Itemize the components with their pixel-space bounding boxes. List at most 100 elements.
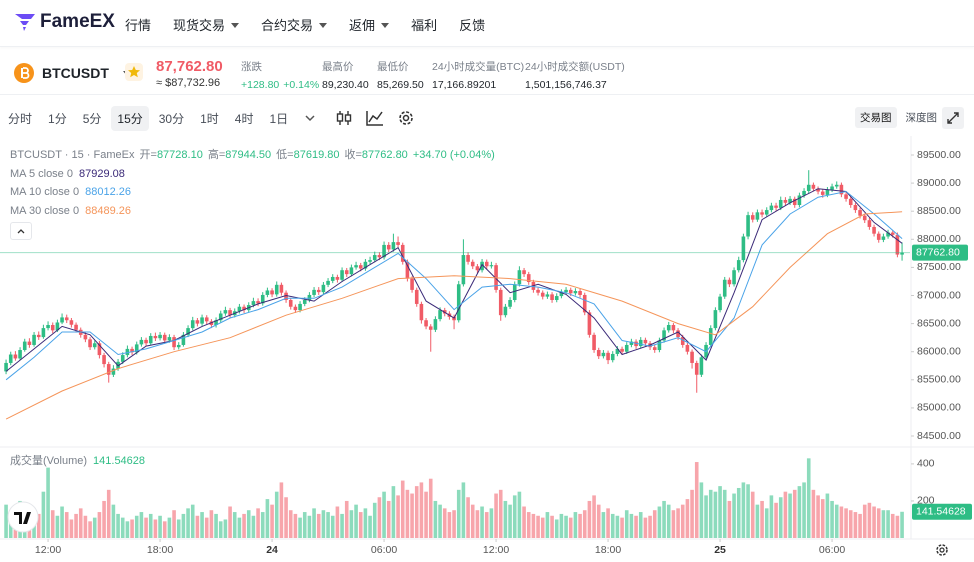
x-tick-label: 25: [714, 544, 726, 556]
volume-bar: [573, 512, 578, 538]
candle-body: [125, 348, 130, 356]
interval[interactable]: 30分: [158, 112, 185, 126]
volume-bar: [517, 491, 522, 538]
candle-body: [694, 362, 699, 375]
view-tab[interactable]: 深度图: [905, 112, 938, 124]
volume-tick-label: 400: [917, 458, 935, 470]
stat-number: 89,230.40: [322, 79, 369, 91]
candle-body: [228, 310, 232, 316]
candle-body: [260, 294, 265, 304]
candle-body: [890, 232, 895, 235]
candle-body: [270, 290, 274, 295]
volume-bar: [88, 521, 92, 538]
candle-body: [18, 350, 22, 359]
volume-bar: [540, 517, 545, 538]
candle-body: [732, 270, 736, 285]
volume-bar: [176, 519, 181, 538]
volume-bar: [414, 486, 419, 538]
symbol-selector[interactable]: BTCUSDT: [14, 63, 131, 83]
nav-item[interactable]: 行情: [125, 18, 152, 33]
interval[interactable]: 分时: [8, 112, 33, 126]
nav-item[interactable]: 现货交易: [173, 15, 239, 34]
interval[interactable]: 1时: [200, 112, 219, 126]
candle-body: [223, 310, 228, 314]
candle-body: [671, 325, 676, 331]
volume-bar: [41, 491, 46, 538]
ma-name: MA 10 close 0: [10, 186, 80, 198]
volume-bar: [680, 504, 685, 538]
symbol: BTCUSDT: [42, 65, 109, 81]
stat-number: +128.80: [241, 79, 280, 91]
volume-bar: [260, 512, 265, 538]
candle-body: [372, 255, 377, 261]
volume-bar: [676, 508, 680, 538]
logo[interactable]: FameEX: [14, 11, 115, 33]
stat-label: 最低价: [377, 61, 409, 73]
interval[interactable]: 1日: [269, 112, 289, 126]
volume-bar: [125, 521, 130, 538]
legend-line: BTCUSDT · 15 · FameEx 开=87728.10 高=87944.5…: [10, 146, 495, 165]
stat-value: 89,230.40: [322, 79, 369, 91]
candle-body: [816, 188, 820, 192]
volume-bar: [228, 506, 232, 538]
candle-body: [106, 364, 111, 375]
candle-body: [83, 334, 88, 340]
chevron-icon[interactable]: [300, 108, 320, 128]
tv-badge[interactable]: [7, 501, 39, 533]
candle-body: [307, 294, 312, 301]
volume-bar: [466, 497, 470, 538]
volume-bar: [774, 502, 778, 538]
volume-bar: [344, 500, 349, 538]
x-tick-label: 24: [266, 544, 278, 556]
nav-item[interactable]: 返佣: [349, 15, 389, 34]
nav-item[interactable]: 福利: [411, 18, 438, 33]
volume-bar: [666, 504, 671, 538]
interval[interactable]: 1分: [48, 112, 67, 126]
candle-body: [204, 317, 209, 322]
volume-bar: [64, 512, 69, 538]
volume-bar: [494, 493, 498, 538]
view-tab[interactable]: 交易图: [855, 107, 897, 128]
volume-bar: [713, 491, 718, 538]
volume-bar: [340, 513, 344, 538]
nav-item[interactable]: 合约交易: [261, 15, 327, 34]
indicator-icon[interactable]: [365, 108, 385, 128]
star-icon: [128, 66, 140, 78]
x-tick-label: 06:00: [371, 544, 397, 556]
candle-body: [344, 270, 349, 275]
volume-bar: [806, 458, 811, 538]
volume-bar: [704, 495, 708, 538]
volume-bar: [330, 515, 335, 538]
volume-bar: [727, 500, 732, 538]
volume-bar: [144, 517, 148, 538]
candle-type-icon[interactable]: [334, 108, 354, 128]
volume-bar: [130, 519, 134, 538]
candle-body: [358, 265, 363, 269]
ma-legend: MA 10 close 0 88012.26: [10, 183, 495, 202]
volume-bar: [232, 512, 237, 538]
settings-icon[interactable]: [396, 108, 416, 128]
y-tick-label: 89500.00: [917, 149, 961, 161]
candle-body: [181, 334, 186, 345]
candle-body: [41, 328, 46, 338]
favorite-button[interactable]: [125, 63, 143, 81]
candle-body: [354, 265, 358, 268]
axis-settings[interactable]: [936, 544, 948, 556]
candle-body: [867, 220, 872, 227]
nav-item[interactable]: 反馈: [459, 18, 486, 33]
volume-bar: [200, 512, 204, 538]
collapse-button[interactable]: [10, 222, 32, 240]
candle-body: [279, 284, 284, 293]
volume-tick-label: 200: [917, 495, 935, 507]
candle-body: [662, 330, 666, 341]
candle-body: [690, 351, 694, 363]
volume-bar: [321, 510, 326, 538]
interval[interactable]: 4时: [234, 112, 254, 126]
interval[interactable]: 5分: [82, 112, 102, 126]
candle-body: [111, 368, 116, 375]
interval[interactable]: 15分: [111, 106, 149, 131]
fullscreen-icon[interactable]: [942, 107, 964, 129]
info-label: 收=: [344, 149, 362, 161]
stat-extra: +0.14%: [283, 79, 320, 91]
volume-bar: [139, 512, 144, 538]
